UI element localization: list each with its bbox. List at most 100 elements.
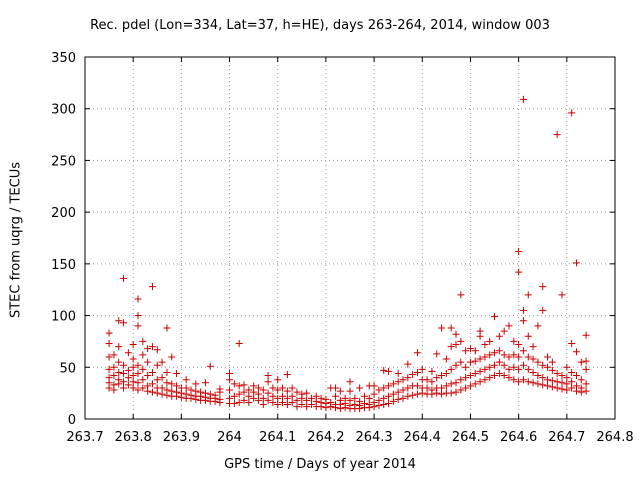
data-point (476, 367, 484, 375)
data-point (226, 394, 234, 402)
data-point (307, 401, 315, 409)
data-point (264, 389, 272, 397)
data-point (399, 394, 407, 402)
data-point (211, 391, 219, 399)
data-point (491, 361, 499, 369)
data-point (293, 403, 301, 411)
data-point (457, 386, 465, 394)
data-point (539, 283, 547, 291)
data-point (365, 401, 373, 409)
data-point (303, 403, 311, 411)
data-point (105, 374, 113, 382)
data-point (226, 386, 234, 394)
data-point (423, 376, 431, 384)
data-point (375, 386, 383, 394)
data-point (148, 388, 156, 396)
data-point (524, 378, 532, 386)
data-point (563, 363, 571, 371)
data-point (524, 353, 532, 361)
data-point (264, 396, 272, 404)
data-point (515, 268, 523, 276)
data-point (120, 319, 128, 327)
data-point (356, 384, 364, 392)
data-point (124, 366, 132, 374)
data-point (438, 384, 446, 392)
data-point (148, 380, 156, 388)
data-point (544, 363, 552, 371)
data-point (163, 379, 171, 387)
x-tick-label: 263.7 (66, 430, 103, 445)
data-point (529, 343, 537, 351)
data-point (577, 376, 585, 384)
data-point (519, 347, 527, 355)
data-point (529, 379, 537, 387)
data-point (418, 365, 426, 373)
data-point (385, 392, 393, 400)
data-point (370, 390, 378, 398)
data-point (356, 397, 364, 405)
data-point (105, 365, 113, 373)
data-point (298, 390, 306, 398)
data-point (385, 399, 393, 407)
data-point (577, 384, 585, 392)
data-point (129, 363, 137, 371)
data-point (553, 131, 561, 139)
data-point (476, 332, 484, 340)
data-point (303, 396, 311, 404)
data-point (582, 380, 590, 388)
data-point (288, 392, 296, 400)
data-point (471, 380, 479, 388)
data-point (370, 398, 378, 406)
data-point (240, 381, 248, 389)
data-point (457, 376, 465, 384)
data-point (519, 306, 527, 314)
data-point (563, 380, 571, 388)
data-point (380, 401, 388, 409)
data-point (115, 358, 123, 366)
data-point (134, 361, 142, 369)
data-point (134, 312, 142, 320)
data-point (120, 378, 128, 386)
data-point (548, 366, 556, 374)
data-point (428, 386, 436, 394)
data-point (558, 385, 566, 393)
data-point (375, 396, 383, 404)
data-point (491, 349, 499, 357)
data-point (466, 382, 474, 390)
data-point (452, 361, 460, 369)
data-point (168, 387, 176, 395)
data-point (413, 382, 421, 390)
data-point (139, 351, 147, 359)
data-point (235, 382, 243, 390)
data-point (216, 385, 224, 393)
y-tick-label: 100 (51, 310, 76, 325)
data-point (148, 368, 156, 376)
data-point (110, 351, 118, 359)
data-point (500, 361, 508, 369)
data-point (336, 396, 344, 404)
data-point (389, 390, 397, 398)
data-point (264, 372, 272, 380)
data-point (582, 387, 590, 395)
data-point (346, 378, 354, 386)
data-point (283, 394, 291, 402)
data-point (240, 396, 248, 404)
data-point (481, 353, 489, 361)
data-point (404, 392, 412, 400)
data-point (115, 317, 123, 325)
data-point (269, 398, 277, 406)
data-point (466, 358, 474, 366)
data-point (495, 369, 503, 377)
data-point (182, 384, 190, 392)
data-point (336, 387, 344, 395)
data-point (206, 390, 214, 398)
data-point (539, 361, 547, 369)
data-point (389, 380, 397, 388)
data-point (548, 358, 556, 366)
y-axis-label: STEC from uqrg / TECUs (8, 161, 24, 319)
data-point (192, 380, 200, 388)
data-point (515, 353, 523, 361)
data-points (105, 95, 590, 413)
plot-frame (84, 56, 616, 420)
data-point (120, 361, 128, 369)
